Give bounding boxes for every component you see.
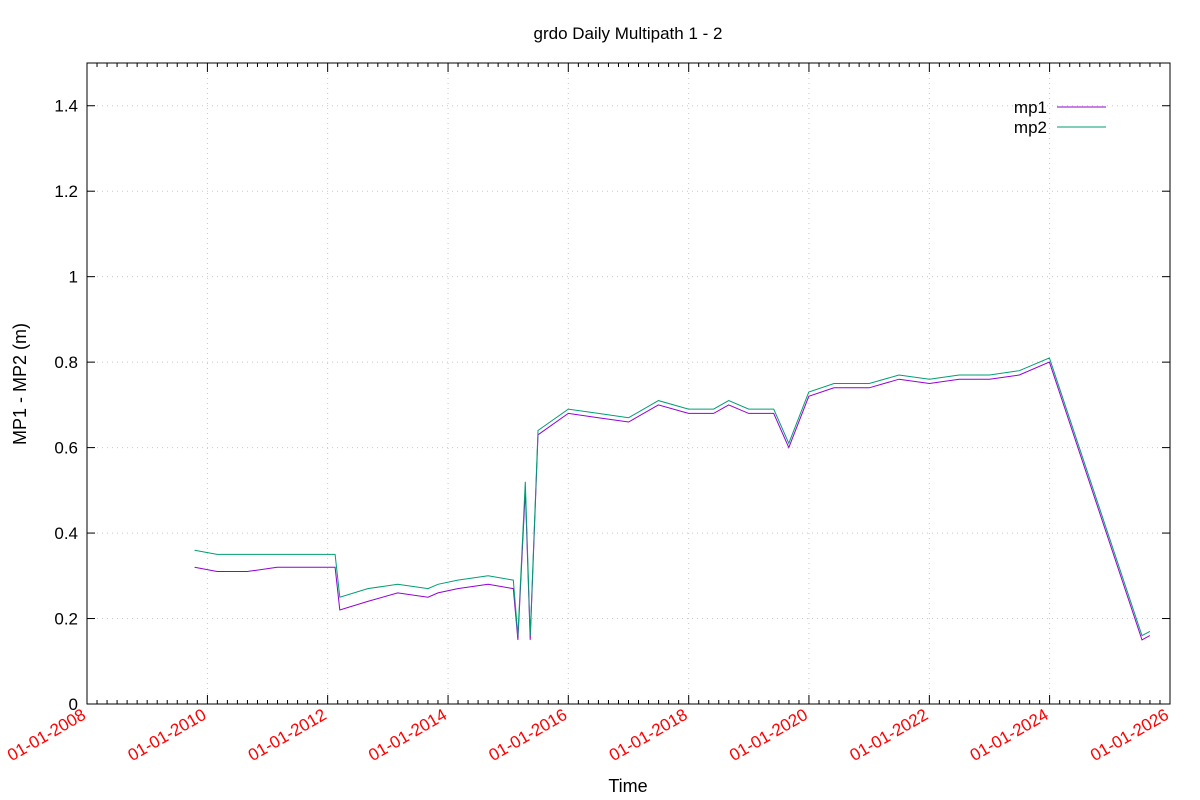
x-tick-label: 01-01-2020 bbox=[726, 705, 811, 765]
x-tick-label: 01-01-2018 bbox=[606, 705, 691, 765]
y-tick-label: 0.6 bbox=[54, 439, 78, 458]
legend-label-mp1: mp1 bbox=[1014, 98, 1047, 117]
series-line-mp1 bbox=[194, 361, 1151, 641]
x-tick-label: 01-01-2012 bbox=[245, 705, 330, 765]
x-tick-label: 01-01-2026 bbox=[1087, 705, 1172, 765]
plot-frame bbox=[86, 62, 1171, 705]
series-layer bbox=[194, 357, 1151, 641]
series-line-mp2 bbox=[194, 357, 1151, 637]
x-tick-label: 01-01-2022 bbox=[847, 705, 932, 765]
x-tick-label: 01-01-2008 bbox=[4, 705, 89, 765]
x-tick-label: 01-01-2024 bbox=[967, 705, 1052, 765]
y-tick-label: 0.4 bbox=[54, 524, 78, 543]
y-tick-label: 0.8 bbox=[54, 353, 78, 372]
legend-label-mp2: mp2 bbox=[1014, 118, 1047, 137]
axes: 0 0.2 0.4 0.6 0.8 1 1.2 1.4 01-01-2008 01-01-2010… bbox=[4, 63, 1172, 765]
y-tick-label: 1 bbox=[69, 268, 78, 287]
y-tick-label: 1.4 bbox=[54, 97, 78, 116]
y-tick-label: 0 bbox=[69, 695, 78, 714]
x-tick-label: 01-01-2014 bbox=[365, 705, 450, 765]
y-tick-label: 0.2 bbox=[54, 610, 78, 629]
grid bbox=[87, 63, 1170, 704]
x-axis-label: Time bbox=[608, 776, 647, 796]
x-tick-label: 01-01-2010 bbox=[125, 705, 210, 765]
y-axis-label: MP1 - MP2 (m) bbox=[10, 323, 30, 445]
chart-title: grdo Daily Multipath 1 - 2 bbox=[534, 24, 723, 43]
y-tick-label: 1.2 bbox=[54, 182, 78, 201]
x-tick-label: 01-01-2016 bbox=[485, 705, 570, 765]
